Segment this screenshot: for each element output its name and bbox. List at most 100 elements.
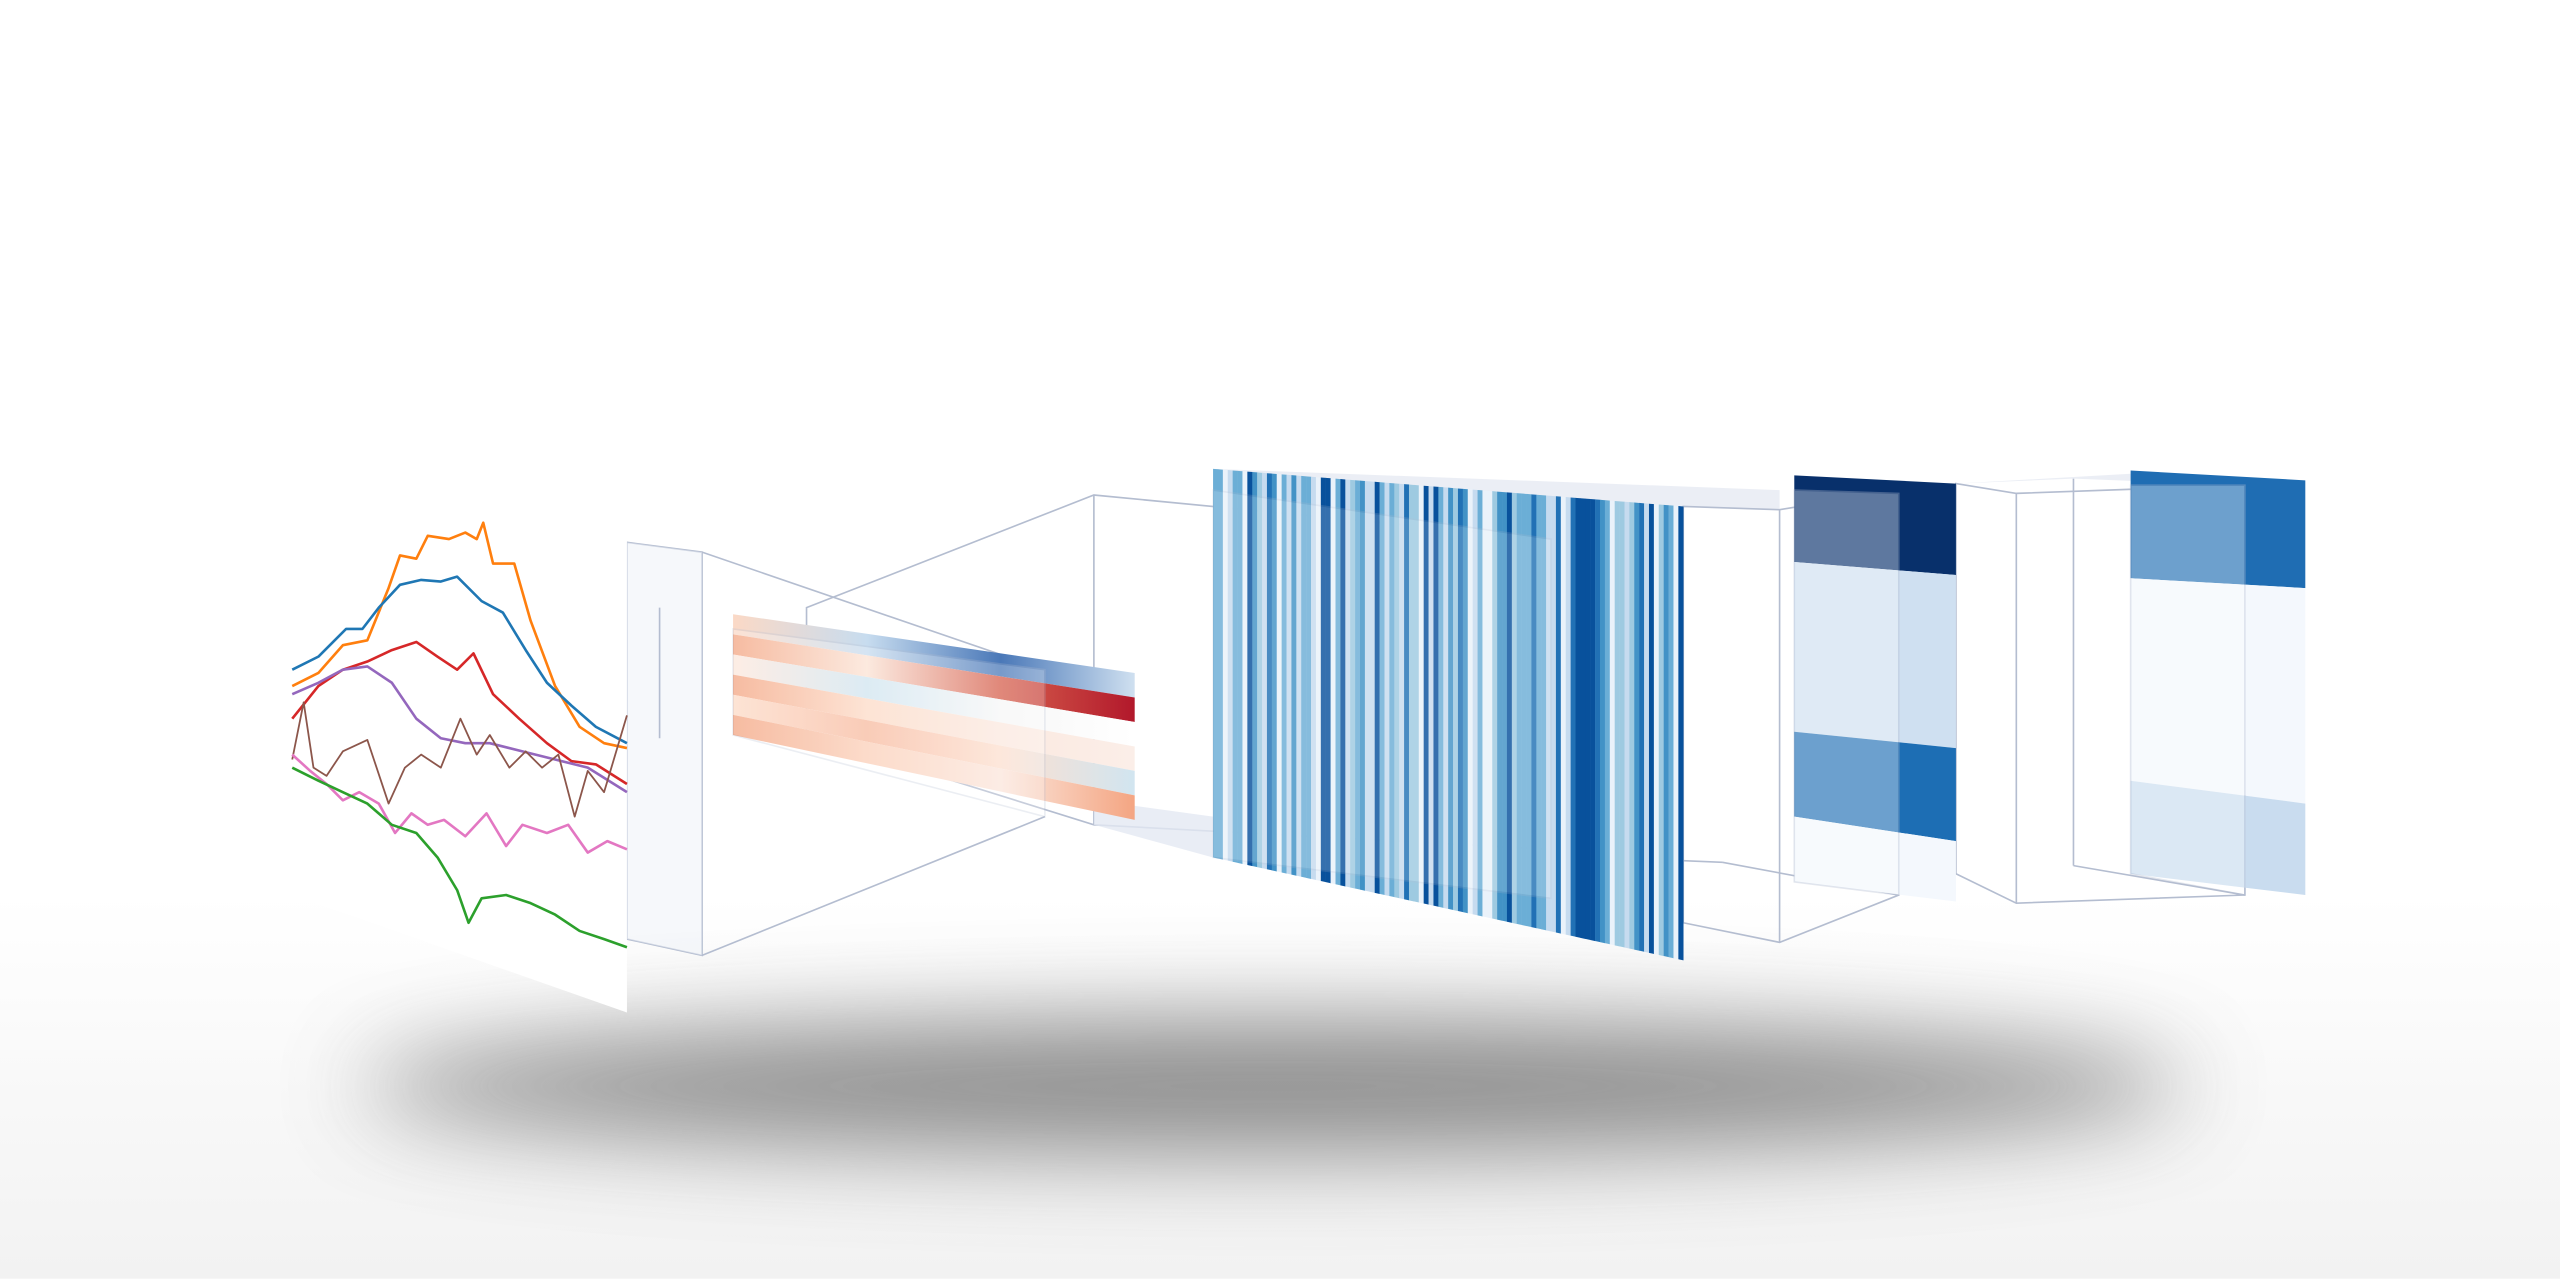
stripe <box>1511 492 1517 924</box>
box-face <box>626 542 703 956</box>
stripe <box>1311 476 1317 881</box>
stripe <box>1531 494 1537 929</box>
stripe <box>1570 497 1576 937</box>
stripe <box>1658 504 1664 957</box>
line <box>291 766 628 949</box>
stripe <box>1364 481 1371 892</box>
stripe <box>1374 481 1380 894</box>
line <box>291 701 628 818</box>
stripe <box>1394 483 1400 899</box>
stripe <box>1399 483 1405 900</box>
cell <box>1794 731 1956 842</box>
box-edge <box>2073 864 2246 896</box>
stripe <box>1418 485 1424 904</box>
stripe <box>1457 488 1464 913</box>
stripe <box>1345 479 1351 888</box>
cell <box>2130 470 2306 589</box>
stripe <box>1497 491 1503 921</box>
stripe <box>1673 505 1679 960</box>
stripe <box>1242 471 1248 866</box>
output-panel-b <box>2129 470 2306 896</box>
stripe <box>1634 502 1640 951</box>
stripe <box>1315 477 1322 882</box>
line <box>291 640 628 786</box>
stripe <box>1438 486 1444 908</box>
stripe <box>1350 479 1356 889</box>
stripe <box>1575 497 1581 938</box>
cell <box>2130 780 2306 896</box>
stripe <box>1492 491 1498 920</box>
box-edge <box>701 551 1046 671</box>
stripe <box>1648 503 1655 954</box>
stripe <box>1389 482 1395 898</box>
stripe <box>1301 475 1307 878</box>
stripe <box>1340 479 1346 887</box>
stripe <box>1433 486 1439 907</box>
line <box>291 575 628 745</box>
stripe <box>1536 494 1542 930</box>
stripe <box>1213 468 1219 859</box>
stripe <box>1355 480 1361 890</box>
stripe <box>1281 474 1287 874</box>
stripe <box>1423 485 1429 905</box>
glass <box>2129 484 2246 896</box>
box-face <box>1213 468 1780 510</box>
heatmap-panel <box>732 614 1135 820</box>
stripe <box>1585 498 1591 941</box>
line <box>291 753 628 854</box>
stripe <box>1516 493 1522 926</box>
stripe <box>1560 496 1566 935</box>
stripe <box>1404 484 1410 901</box>
heatmap-row <box>733 694 1135 796</box>
output-panel-a <box>1793 475 1956 902</box>
stripe <box>1600 499 1606 944</box>
stripe <box>1462 488 1468 914</box>
stripe <box>1217 469 1224 860</box>
box-edge <box>1683 859 1723 864</box>
stripe <box>1482 490 1488 918</box>
glass <box>1793 489 1900 896</box>
stripe <box>1247 471 1253 867</box>
stripe <box>1330 478 1336 885</box>
stripe <box>1428 486 1434 906</box>
stripe <box>1448 487 1454 911</box>
stripe <box>1551 495 1557 933</box>
stripe <box>1369 481 1375 893</box>
stripe <box>1271 473 1277 872</box>
stripe <box>1614 500 1620 947</box>
cell <box>2130 578 2306 804</box>
stripe <box>1619 501 1625 948</box>
stripe <box>1565 497 1571 936</box>
barcode-panel <box>1212 468 1684 961</box>
stripe <box>1526 493 1532 928</box>
stripe <box>1653 504 1660 956</box>
stripe <box>1546 495 1552 932</box>
box-edge <box>701 815 1046 957</box>
stripe <box>1266 473 1273 871</box>
stripe <box>1521 493 1527 927</box>
shadow <box>359 1017 2188 1155</box>
heatmap-row <box>733 634 1135 722</box>
stripe <box>1472 489 1478 916</box>
heatmap-row <box>733 714 1135 820</box>
stripe <box>1360 480 1366 891</box>
stripe <box>1296 475 1302 877</box>
stripe <box>1555 496 1562 934</box>
stripe <box>1624 501 1630 949</box>
stripe <box>1644 503 1650 953</box>
cell <box>1794 561 1956 749</box>
stripe <box>1379 482 1385 896</box>
stripe <box>1453 488 1459 912</box>
glass <box>732 627 1046 818</box>
cell <box>1794 816 1956 902</box>
stripe <box>1306 476 1312 879</box>
stripe <box>1629 502 1635 950</box>
stripe <box>1467 489 1473 915</box>
stripe <box>1227 470 1233 862</box>
stripe <box>1252 472 1258 868</box>
stripe <box>1325 477 1331 884</box>
stripe <box>1663 504 1669 958</box>
stripe <box>1595 499 1601 943</box>
